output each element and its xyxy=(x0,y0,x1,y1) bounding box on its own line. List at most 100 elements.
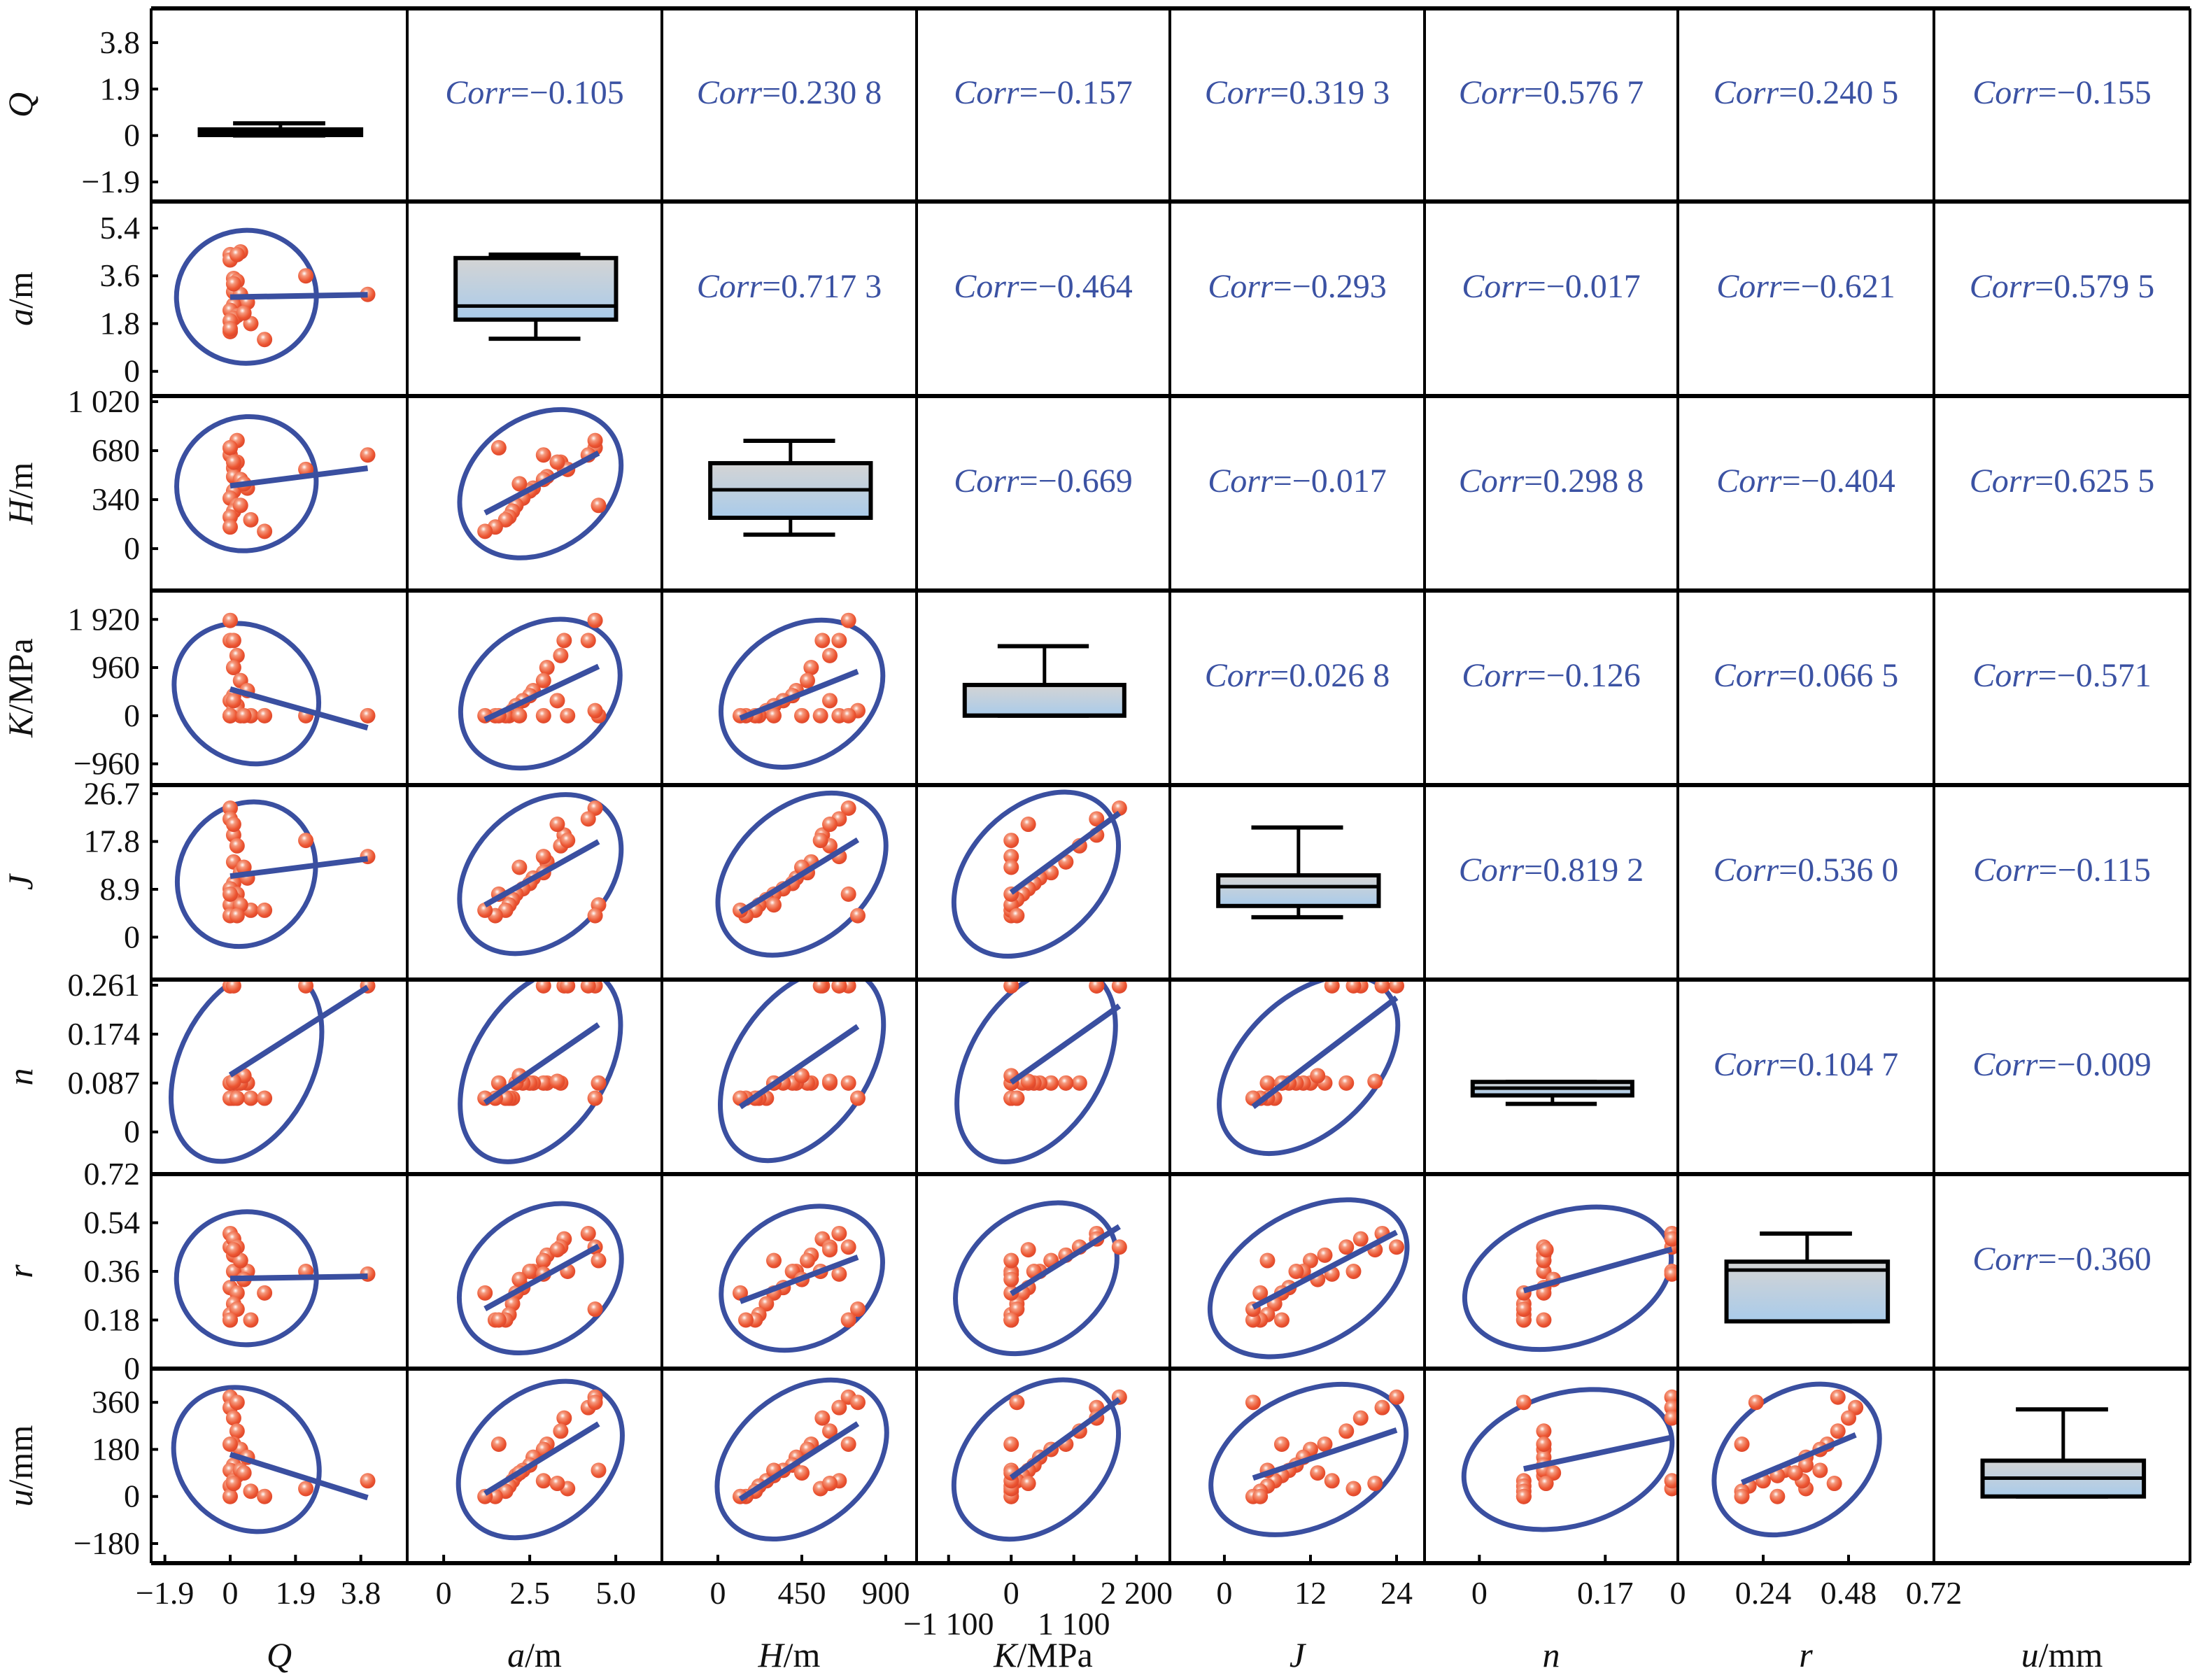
x-axis-label: Q xyxy=(267,1635,292,1674)
scatter-point xyxy=(553,1423,569,1439)
panel-K-vs-r: Corr=0.066 5 xyxy=(1714,657,1898,694)
corr-value: =−0.464 xyxy=(1019,268,1133,305)
confidence-ellipse xyxy=(951,1377,1122,1542)
scatter-area xyxy=(1462,1204,1678,1353)
scatter-point xyxy=(1352,1410,1369,1426)
panel-n-vs-H xyxy=(718,980,886,1164)
x-tick-label: 0.48 xyxy=(1821,1575,1877,1611)
regression-line xyxy=(228,984,369,1078)
y-tick-label: 0.54 xyxy=(84,1205,141,1241)
axis-unit: /MPa xyxy=(1,638,40,714)
regression-line xyxy=(229,465,369,489)
scatter-point xyxy=(229,838,245,854)
scatter-point xyxy=(257,707,273,723)
corr-label: Corr=0.240 5 xyxy=(1714,74,1898,111)
scatter-point xyxy=(1664,1266,1678,1282)
scatter-point xyxy=(225,276,241,292)
panel-J-vs-Q xyxy=(174,799,376,950)
scatter-area xyxy=(169,980,376,1164)
y-tick-label: 0 xyxy=(124,1114,140,1150)
scatter-point xyxy=(1317,1247,1333,1263)
confidence-ellipse xyxy=(456,1201,624,1356)
scatter-point xyxy=(1338,1423,1355,1439)
scatter-point xyxy=(587,432,603,449)
confidence-ellipse xyxy=(174,414,319,553)
scatter-area xyxy=(455,1378,625,1541)
corr-label: Corr=−0.017 xyxy=(1462,268,1641,305)
scatter-point xyxy=(758,1296,775,1312)
corr-label: Corr=−0.293 xyxy=(1208,268,1387,305)
y-tick-label: 680 xyxy=(92,432,140,468)
scatter-point xyxy=(1830,1389,1846,1405)
confidence-ellipse xyxy=(174,799,318,950)
y-tick-label: 17.8 xyxy=(84,824,141,859)
axis-unit: /m xyxy=(784,1635,821,1674)
scatter-point xyxy=(1324,980,1340,994)
regression-line xyxy=(483,1421,600,1496)
y-tick-label: 0 xyxy=(124,919,140,954)
regression-line xyxy=(1523,1246,1673,1294)
scatter-point xyxy=(222,707,238,723)
scatter-point xyxy=(225,693,241,709)
scatter-point xyxy=(1798,1457,1814,1473)
x-tick-label: 2.5 xyxy=(509,1575,550,1611)
confidence-ellipse xyxy=(458,616,623,771)
scatter-point xyxy=(535,672,551,689)
confidence-ellipse xyxy=(174,1209,319,1348)
panel-Q-vs-K: Corr=−0.157 xyxy=(954,74,1133,111)
axis-symbol: a xyxy=(1,309,40,326)
panel-H-vs-Q xyxy=(174,414,376,553)
scatter-point xyxy=(1345,1481,1362,1497)
scatter-point xyxy=(229,908,245,924)
scatter-point xyxy=(766,1252,782,1269)
corr-value: =−0.621 xyxy=(1782,268,1895,305)
regression-line xyxy=(483,663,600,723)
scatter-point xyxy=(1826,1476,1842,1492)
corr-prefix: Corr xyxy=(1973,852,2039,889)
x-tick-label: 3.8 xyxy=(341,1575,381,1611)
scatter-point xyxy=(1302,1252,1318,1269)
scatter-point xyxy=(587,1395,603,1411)
scatter-point xyxy=(298,1481,314,1497)
scatter-area xyxy=(718,980,886,1164)
scatter-area xyxy=(1217,980,1405,1157)
corr-prefix: Corr xyxy=(1970,268,2035,305)
corr-prefix: Corr xyxy=(1208,268,1273,305)
scatter-point xyxy=(556,1410,572,1426)
scatter-point xyxy=(850,1090,866,1106)
scatter-point xyxy=(511,1271,528,1287)
scatter-point xyxy=(1273,1312,1290,1328)
scatter-point xyxy=(298,980,314,994)
scatter-point xyxy=(225,1476,241,1492)
corr-label: Corr=0.576 7 xyxy=(1459,74,1644,111)
scatter-point xyxy=(822,1073,838,1089)
regression-line xyxy=(229,686,369,730)
y-tick-label: 3.6 xyxy=(100,257,141,293)
scatter-point xyxy=(535,707,551,723)
y-tick-label: 340 xyxy=(92,481,140,517)
panel-J-vs-u: Corr=−0.115 xyxy=(1973,852,2151,889)
corr-label: Corr=0.625 5 xyxy=(1970,463,2154,500)
scatter-area xyxy=(1208,1381,1409,1537)
regression-line xyxy=(738,1024,860,1110)
scatter-point xyxy=(591,1462,607,1478)
scatter-point xyxy=(1352,1231,1369,1247)
x-tick-label: 0 xyxy=(710,1575,726,1611)
panel-r-vs-a xyxy=(456,1201,624,1356)
corr-label: Corr=−0.115 xyxy=(1973,852,2151,889)
scatter-point xyxy=(587,703,603,719)
scatter-point xyxy=(800,672,815,689)
corr-value: =0.819 2 xyxy=(1524,852,1644,889)
x-tick-label: −1 100 xyxy=(903,1606,994,1642)
y-tick-label: 1.9 xyxy=(100,71,141,106)
x-tick-label: 0 xyxy=(1003,1575,1019,1611)
scatter-point xyxy=(298,833,314,849)
panel-H-vs-r: Corr=−0.404 xyxy=(1716,463,1895,500)
scatter-point xyxy=(522,1264,538,1279)
scatter-point xyxy=(831,1266,847,1282)
axis-symbol: H xyxy=(1,497,40,525)
regression-line xyxy=(229,856,369,880)
corr-value: =−0.404 xyxy=(1782,463,1895,500)
x-tick-label: 0 xyxy=(436,1575,452,1611)
scatter-point xyxy=(591,1252,607,1269)
